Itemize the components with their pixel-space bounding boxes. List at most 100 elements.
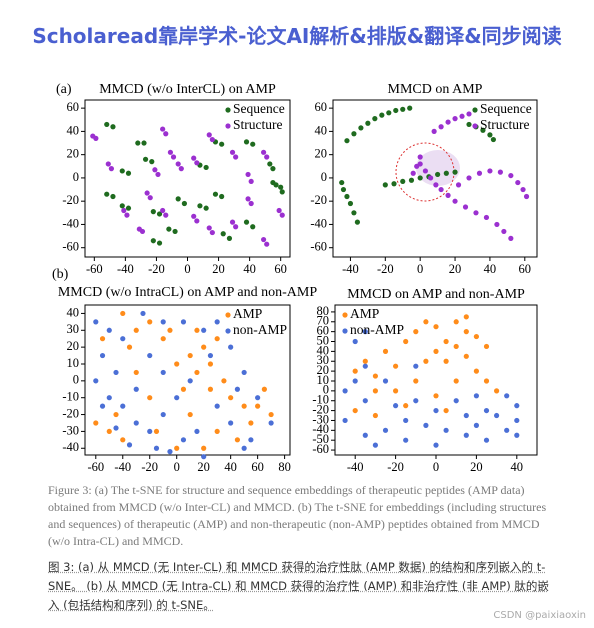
point bbox=[443, 427, 449, 433]
point bbox=[104, 121, 110, 128]
point bbox=[433, 407, 439, 414]
x-tick-label: 60 bbox=[251, 460, 264, 474]
point bbox=[163, 131, 169, 137]
point bbox=[372, 373, 378, 379]
point bbox=[483, 343, 490, 350]
point bbox=[233, 224, 239, 230]
point bbox=[197, 203, 203, 209]
point bbox=[463, 432, 469, 438]
point bbox=[106, 395, 112, 401]
point bbox=[514, 417, 520, 424]
point bbox=[354, 219, 361, 225]
point bbox=[453, 319, 459, 325]
point bbox=[433, 348, 439, 354]
point bbox=[248, 200, 254, 207]
point bbox=[279, 212, 285, 218]
point bbox=[520, 186, 526, 193]
y-tick-label: 40 bbox=[67, 123, 80, 137]
y-tick-label: 40 bbox=[67, 305, 80, 319]
point bbox=[433, 182, 439, 188]
x-tick-label: 40 bbox=[224, 460, 237, 474]
point bbox=[483, 214, 490, 221]
point bbox=[229, 219, 236, 225]
point bbox=[433, 393, 439, 399]
y-tick-label: 30 bbox=[317, 353, 330, 367]
point bbox=[93, 378, 99, 384]
point bbox=[245, 196, 251, 202]
point bbox=[372, 116, 378, 122]
point bbox=[233, 154, 239, 160]
legend-marker bbox=[225, 328, 231, 334]
point bbox=[152, 167, 158, 173]
point bbox=[209, 229, 215, 236]
x-tick-label: 20 bbox=[212, 262, 225, 276]
point bbox=[264, 154, 270, 160]
point bbox=[260, 149, 267, 155]
point bbox=[352, 338, 358, 345]
point bbox=[147, 319, 153, 325]
point bbox=[445, 192, 451, 198]
point bbox=[261, 386, 267, 392]
watermark: CSDN @paixiaoxin bbox=[493, 610, 586, 621]
point bbox=[382, 182, 388, 188]
point bbox=[400, 106, 406, 112]
point bbox=[194, 160, 200, 166]
y-tick-label: -10 bbox=[62, 390, 79, 404]
point bbox=[473, 333, 479, 340]
point bbox=[142, 156, 149, 162]
point bbox=[408, 177, 415, 183]
point bbox=[453, 343, 459, 350]
point bbox=[156, 211, 163, 217]
y-tick-label: 80 bbox=[317, 304, 330, 318]
point bbox=[133, 420, 139, 426]
point bbox=[422, 168, 429, 174]
x-tick-label: 20 bbox=[197, 460, 210, 474]
x-tick-label: 40 bbox=[484, 262, 497, 276]
y-tick-label: 0 bbox=[323, 383, 329, 397]
point bbox=[501, 228, 507, 235]
point bbox=[93, 420, 99, 426]
point bbox=[431, 128, 437, 134]
point bbox=[423, 422, 429, 428]
point bbox=[352, 407, 358, 414]
point bbox=[417, 175, 423, 181]
point bbox=[443, 170, 449, 176]
point bbox=[155, 171, 161, 178]
point bbox=[523, 193, 530, 200]
point bbox=[255, 395, 261, 401]
point bbox=[365, 120, 371, 126]
x-tick-label: -60 bbox=[86, 262, 103, 276]
point bbox=[487, 168, 493, 174]
point bbox=[358, 125, 364, 131]
point bbox=[187, 411, 193, 418]
point bbox=[121, 207, 127, 214]
point bbox=[433, 442, 439, 448]
point bbox=[453, 398, 459, 404]
legend-label: Structure bbox=[233, 117, 283, 132]
x-tick-label: -20 bbox=[148, 262, 165, 276]
point bbox=[147, 395, 153, 401]
point bbox=[201, 327, 207, 333]
point bbox=[250, 224, 256, 230]
point bbox=[393, 363, 399, 369]
point bbox=[149, 159, 155, 165]
point bbox=[140, 310, 146, 317]
point bbox=[391, 181, 397, 187]
point bbox=[209, 136, 215, 143]
legend-label: Structure bbox=[480, 117, 530, 132]
point bbox=[221, 378, 227, 384]
point bbox=[174, 395, 180, 401]
point bbox=[276, 207, 282, 214]
point bbox=[443, 338, 449, 345]
y-tick-label: -20 bbox=[310, 193, 327, 207]
point bbox=[150, 209, 156, 215]
y-tick-label: -20 bbox=[312, 402, 329, 416]
point bbox=[180, 319, 187, 325]
point bbox=[423, 319, 429, 325]
point bbox=[372, 442, 378, 448]
x-tick-label: -20 bbox=[387, 460, 404, 474]
point bbox=[120, 403, 126, 409]
legend-marker bbox=[472, 123, 478, 129]
point bbox=[260, 236, 267, 243]
chart-title: MMCD on AMP bbox=[388, 82, 483, 97]
